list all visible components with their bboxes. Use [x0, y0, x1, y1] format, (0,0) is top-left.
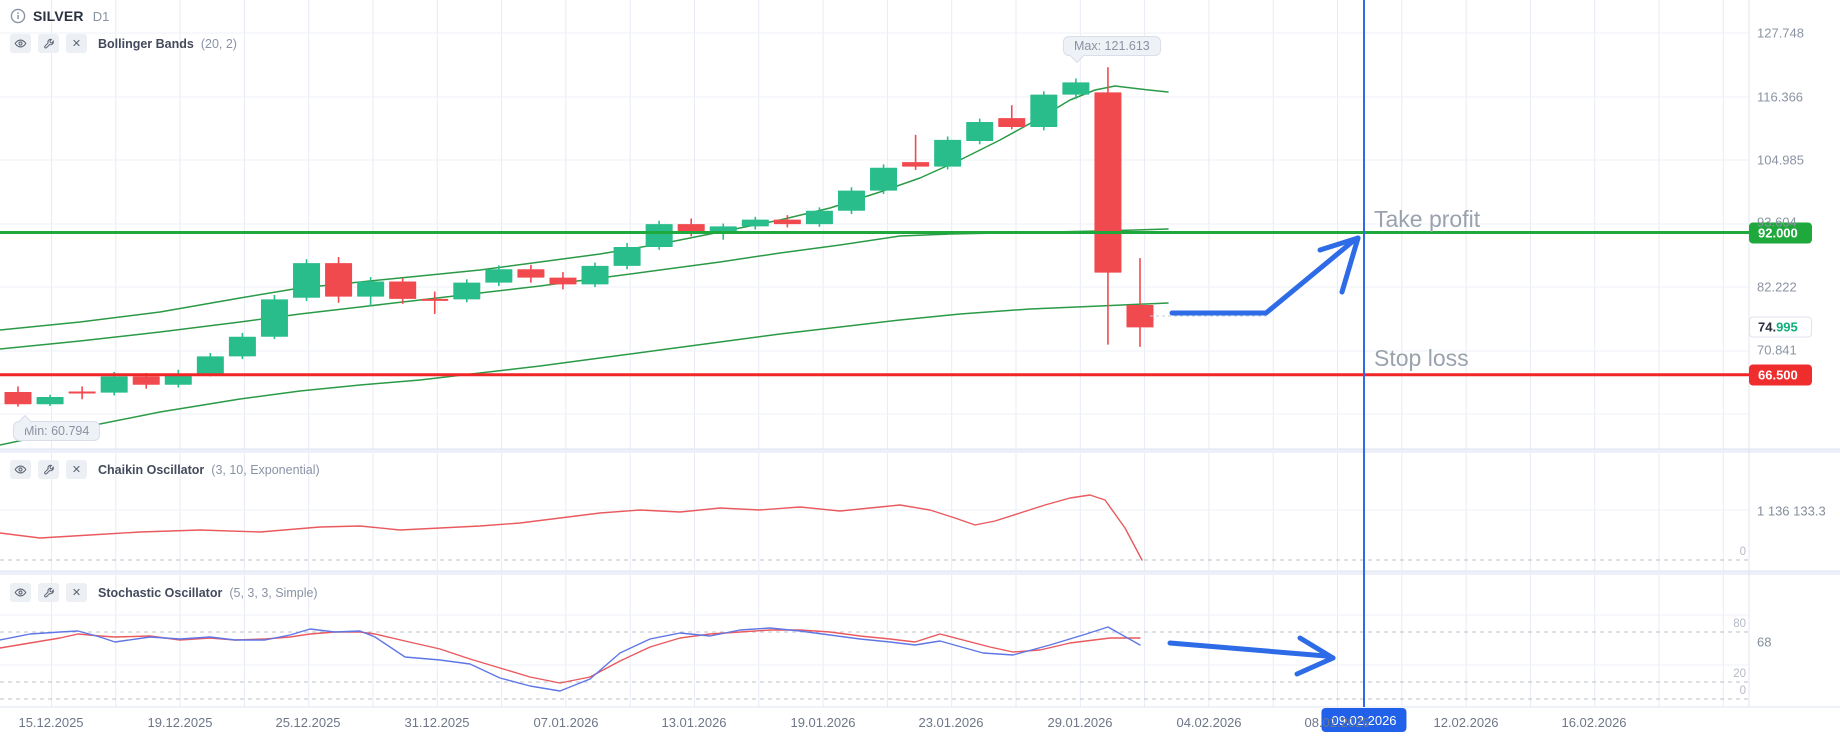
time-axis-label: 19.01.2026 [790, 715, 856, 730]
price-axis-label: 93.604 [1757, 214, 1797, 230]
stochastic-level-label: 0 [1739, 685, 1746, 697]
time-axis-label: 13.01.2026 [661, 715, 727, 730]
oscillator-levels [0, 559, 1749, 700]
time-axis-label: 04.02.2026 [1176, 715, 1242, 730]
eye-icon[interactable] [10, 34, 31, 53]
stochastic-level-label: 20 [1733, 668, 1746, 680]
price-axis-label: 82.222 [1757, 279, 1797, 295]
take-profit-label: Take profit [1374, 206, 1481, 232]
info-icon[interactable] [10, 8, 26, 24]
time-axis-label: 16.02.2026 [1561, 715, 1627, 730]
indicator-row-stochastic: ✕ Stochastic Oscillator (5, 3, 3, Simple… [10, 583, 318, 602]
eye-icon[interactable] [10, 460, 31, 479]
take-profit-price-badge[interactable]: 92.000 [1749, 222, 1812, 244]
min-price-tooltip: Min: 60.794 [13, 414, 101, 441]
indicator-params: (5, 3, 3, Simple) [229, 585, 318, 600]
panel-separators [0, 0, 1840, 708]
time-axis-label: 23.01.2026 [918, 715, 984, 730]
time-axis-label: 19.12.2025 [147, 715, 213, 730]
time-axis-label: 07.01.2026 [533, 715, 599, 730]
close-icon[interactable]: ✕ [66, 34, 87, 53]
eye-icon[interactable] [10, 583, 31, 602]
current-price-badge: 74. 995 [1749, 316, 1812, 338]
indicator-row-chaikin: ✕ Chaikin Oscillator (3, 10, Exponential… [10, 460, 320, 479]
price-axis-label: 127.748 [1757, 25, 1804, 41]
time-axis-label: 08.02.2026 [1304, 715, 1370, 730]
time-axis-label: 29.01.2026 [1047, 715, 1113, 730]
chaikin-scale-label: 1 136 133.3 [1757, 503, 1826, 519]
close-icon[interactable]: ✕ [66, 583, 87, 602]
indicator-row-bollinger: ✕ Bollinger Bands (20, 2) [10, 34, 237, 53]
time-axis-label: 15.12.2025 [18, 715, 84, 730]
stochastic-current-value: 68 [1757, 634, 1772, 650]
chaikin-zero-label: 0 [1739, 546, 1746, 558]
time-axis-label: 12.02.2026 [1433, 715, 1499, 730]
price-axis-label: 104.985 [1757, 152, 1804, 168]
selected-date-badge[interactable]: 09.02.2026 [1321, 708, 1407, 732]
symbol-header: SILVER D1 [10, 8, 109, 24]
indicator-name: Stochastic Oscillator [98, 585, 223, 600]
wrench-icon[interactable] [38, 34, 59, 53]
stop-loss-price-badge[interactable]: 66.500 [1749, 364, 1812, 386]
indicator-params: (3, 10, Exponential) [211, 462, 320, 477]
time-axis-label: 25.12.2025 [275, 715, 341, 730]
price-axis-label: 116.366 [1757, 89, 1804, 105]
grid-horizontal [0, 32, 1749, 666]
max-price-tooltip: Max: 121.613 [1063, 36, 1161, 63]
price-axis-label: 70.841 [1757, 342, 1797, 358]
close-icon[interactable]: ✕ [66, 460, 87, 479]
symbol-name: SILVER [33, 8, 84, 24]
candlesticks [4, 67, 1154, 407]
indicator-name: Chaikin Oscillator [98, 462, 205, 477]
arrow-to-take-profit[interactable] [1150, 235, 1361, 317]
arrow-stochastic[interactable] [1167, 635, 1336, 677]
wrench-icon[interactable] [38, 460, 59, 479]
time-axis-label: 31.12.2025 [404, 715, 470, 730]
stop-loss-label: Stop loss [1374, 345, 1469, 371]
stochastic-lines [0, 626, 1141, 692]
indicator-name: Bollinger Bands [98, 36, 194, 51]
stochastic-level-label: 80 [1733, 618, 1746, 630]
wrench-icon[interactable] [38, 583, 59, 602]
indicator-params: (20, 2) [200, 36, 237, 51]
grid-vertical [51, 0, 1724, 707]
chaikin-line [0, 494, 1143, 561]
timeframe-label: D1 [92, 8, 110, 24]
